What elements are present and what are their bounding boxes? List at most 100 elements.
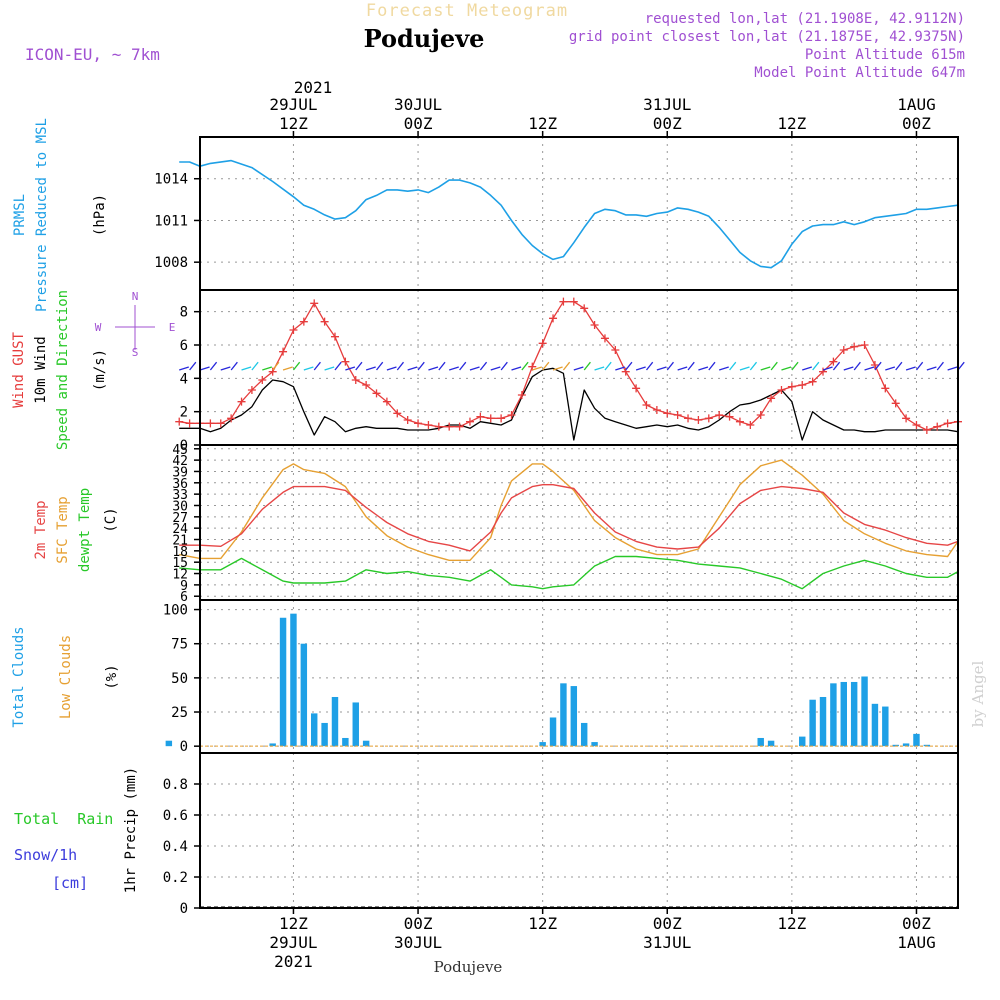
gust-marker (839, 346, 848, 354)
wind-arrow (905, 366, 916, 371)
wind-arrow (760, 366, 771, 371)
wind-arrow (220, 366, 231, 371)
pressure-unit: (hPa) (92, 194, 108, 236)
gust-marker (175, 417, 184, 426)
cloud-bar (342, 737, 349, 747)
y-tick-label: 27 (172, 511, 188, 526)
bottom-hour-label: 00Z (902, 914, 931, 933)
wind-arrow (698, 366, 709, 371)
pressure-line (179, 159, 959, 269)
cloud-bar (362, 740, 370, 747)
wind-arrow (438, 361, 446, 371)
wind-arrow (625, 361, 633, 371)
gust-marker (600, 334, 609, 343)
gust-marker (310, 299, 319, 308)
wind-arrow (490, 366, 501, 371)
gust-marker (299, 317, 308, 326)
gust-marker (829, 357, 838, 366)
cloud-bar (799, 736, 806, 747)
gust-marker (393, 409, 402, 418)
gust-marker (808, 377, 817, 386)
top-hour-label: 00Z (404, 114, 433, 133)
wind-arrow (885, 366, 896, 371)
bottom-date-label: 30JUL (394, 933, 442, 952)
top-year: 2021 (294, 78, 333, 97)
y-tick-label: 9 (180, 579, 188, 594)
y-tick-label: 0.8 (163, 777, 188, 793)
cloud-bar (850, 681, 858, 747)
wind-arrow (345, 366, 356, 371)
y-tick-label: 4 (180, 371, 188, 387)
wind-arrow (199, 366, 210, 371)
gust-marker (746, 421, 755, 429)
wind-arrow (739, 366, 750, 371)
top-hour-label: 12Z (777, 114, 806, 133)
wind-unit: (m/s) (92, 349, 108, 391)
cloud-bar (279, 617, 287, 747)
gust-marker (486, 414, 495, 423)
wind-arrow (428, 366, 439, 371)
y-tick-label: 50 (171, 671, 188, 687)
data-layer (165, 159, 965, 908)
wind-arrow (656, 366, 667, 371)
cloud-bar (913, 733, 920, 747)
y-tick-label: 45 (172, 443, 188, 458)
wind-arrow (552, 366, 563, 371)
temp2m-label: 2m Temp (33, 500, 49, 559)
gust-marker (403, 416, 412, 424)
wind-arrow (645, 361, 654, 371)
dewpt-label: dewpt Temp (77, 488, 93, 572)
prmsl-label: PRMSL (12, 194, 28, 236)
gust-marker (590, 321, 599, 329)
y-tick-label: 6 (180, 590, 188, 605)
requested-coords: requested lon,lat (21.1908E, 42.9112N) (645, 11, 965, 27)
gust-marker (580, 304, 589, 313)
wind-arrow (957, 361, 965, 371)
gust-marker (476, 412, 485, 421)
gust-marker (237, 397, 246, 406)
y-tick-label: 1008 (154, 255, 188, 271)
gust-marker (798, 381, 807, 389)
gust-marker (642, 401, 651, 409)
bottom-hour-label: 00Z (653, 914, 682, 933)
wind-arrow (532, 366, 543, 371)
gust-marker (891, 399, 900, 408)
wind-arrow (459, 361, 467, 371)
gust-marker (694, 416, 703, 424)
gust-marker (621, 367, 630, 376)
panel-frame (199, 136, 959, 291)
gust-marker (933, 422, 942, 431)
y-tick-label: 30 (172, 499, 188, 514)
bottom-hour-label: 12Z (528, 914, 557, 933)
credit: by Angel (969, 660, 987, 727)
gust-marker (507, 411, 516, 419)
gust-marker (247, 386, 256, 394)
precip-unit: 1hr Precip (mm) (123, 767, 139, 893)
gust-marker (922, 426, 931, 434)
compass-w: W (95, 321, 102, 334)
wind-dir-label: Speed and Direction (55, 290, 71, 450)
wind-arrow (511, 366, 522, 371)
y-tick-label: 0 (180, 901, 188, 917)
wind-arrow (832, 361, 841, 371)
cloud-bar (882, 706, 889, 747)
cloud-bar (570, 686, 578, 747)
wind-arrow (864, 366, 875, 371)
wind-arrow (781, 366, 792, 371)
wind-arrow (677, 366, 688, 371)
y-tick-label: 0 (180, 739, 188, 755)
gust-marker (382, 397, 391, 406)
title-faint: Forecast Meteogram (366, 1, 568, 21)
sfc-temp-line (179, 459, 959, 561)
wind-arrow (604, 361, 612, 371)
cloud-bar (311, 713, 318, 747)
y-tick-label: 0 (180, 438, 188, 454)
cloud-bar (840, 681, 847, 747)
compass-n: N (132, 290, 139, 303)
cloud-bar (352, 702, 359, 747)
wind-arrow (791, 361, 799, 371)
gust-marker (258, 376, 267, 384)
wind-arrow (251, 361, 259, 371)
gust-marker (216, 419, 225, 428)
cloud-bar (321, 722, 328, 747)
